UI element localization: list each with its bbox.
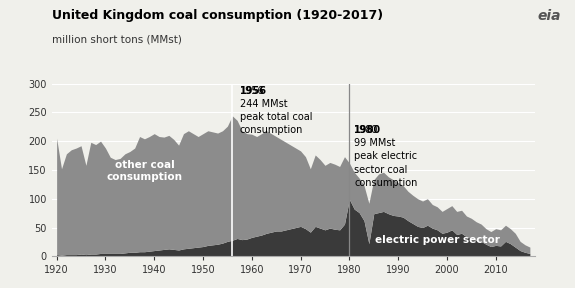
Text: United Kingdom coal consumption (1920-2017): United Kingdom coal consumption (1920-20… bbox=[52, 9, 383, 22]
Text: other coal
consumption: other coal consumption bbox=[106, 160, 182, 182]
Text: million short tons (MMst): million short tons (MMst) bbox=[52, 35, 182, 45]
Text: electric power sector: electric power sector bbox=[375, 235, 500, 245]
Text: eia: eia bbox=[537, 9, 561, 23]
Text: 1980
99 MMst
peak electric
sector coal
consumption: 1980 99 MMst peak electric sector coal c… bbox=[354, 125, 417, 188]
Text: 1956: 1956 bbox=[240, 86, 267, 96]
Text: 1980: 1980 bbox=[354, 125, 381, 135]
Text: 1956
244 MMst
peak total coal
consumption: 1956 244 MMst peak total coal consumptio… bbox=[240, 86, 312, 135]
